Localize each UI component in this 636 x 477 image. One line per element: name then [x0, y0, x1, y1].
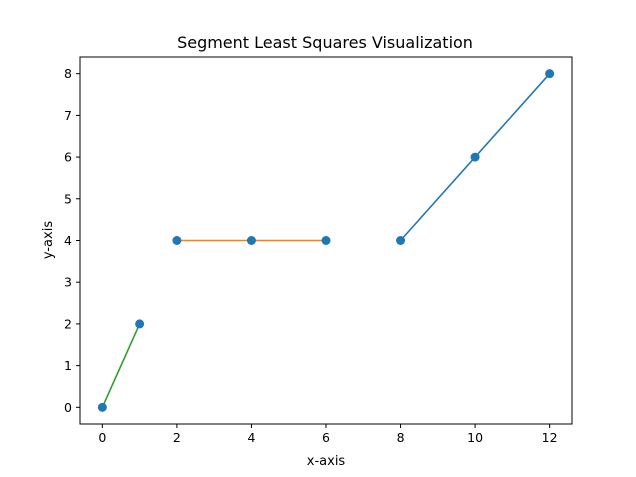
- x-tick-label: 12: [542, 430, 558, 445]
- y-tick-label: 4: [64, 233, 72, 248]
- x-tick-label: 8: [397, 430, 405, 445]
- y-tick-label: 3: [64, 275, 72, 290]
- data-point: [470, 152, 480, 162]
- data-point: [396, 236, 406, 245]
- data-point: [172, 236, 182, 245]
- x-tick-label: 10: [467, 430, 483, 445]
- data-point: [545, 69, 555, 79]
- x-tick-label: 0: [98, 430, 106, 445]
- x-tick-label: 4: [247, 430, 255, 445]
- x-axis: 0 2 4 6 8 10 12: [98, 424, 558, 445]
- plot-area: [97, 69, 555, 412]
- data-point: [97, 402, 107, 412]
- chart-title: Segment Least Squares Visualization: [177, 33, 473, 52]
- fit-segment-3: [101, 323, 141, 408]
- data-point: [321, 236, 331, 245]
- y-tick-label: 8: [64, 66, 72, 81]
- y-tick-label: 0: [64, 400, 72, 415]
- y-tick-label: 2: [64, 316, 72, 331]
- data-point: [135, 319, 145, 329]
- x-axis-label: x-axis: [307, 454, 346, 469]
- y-axis: 0 1 2 3 4 5 6 7 8: [64, 66, 80, 415]
- y-axis-label: y-axis: [41, 221, 56, 259]
- x-tick-label: 2: [173, 430, 181, 445]
- x-tick-label: 6: [322, 430, 330, 445]
- y-tick-label: 6: [64, 150, 72, 165]
- data-point: [246, 236, 256, 245]
- y-tick-label: 1: [64, 358, 72, 373]
- y-tick-label: 5: [64, 191, 72, 206]
- y-tick-label: 7: [64, 108, 72, 123]
